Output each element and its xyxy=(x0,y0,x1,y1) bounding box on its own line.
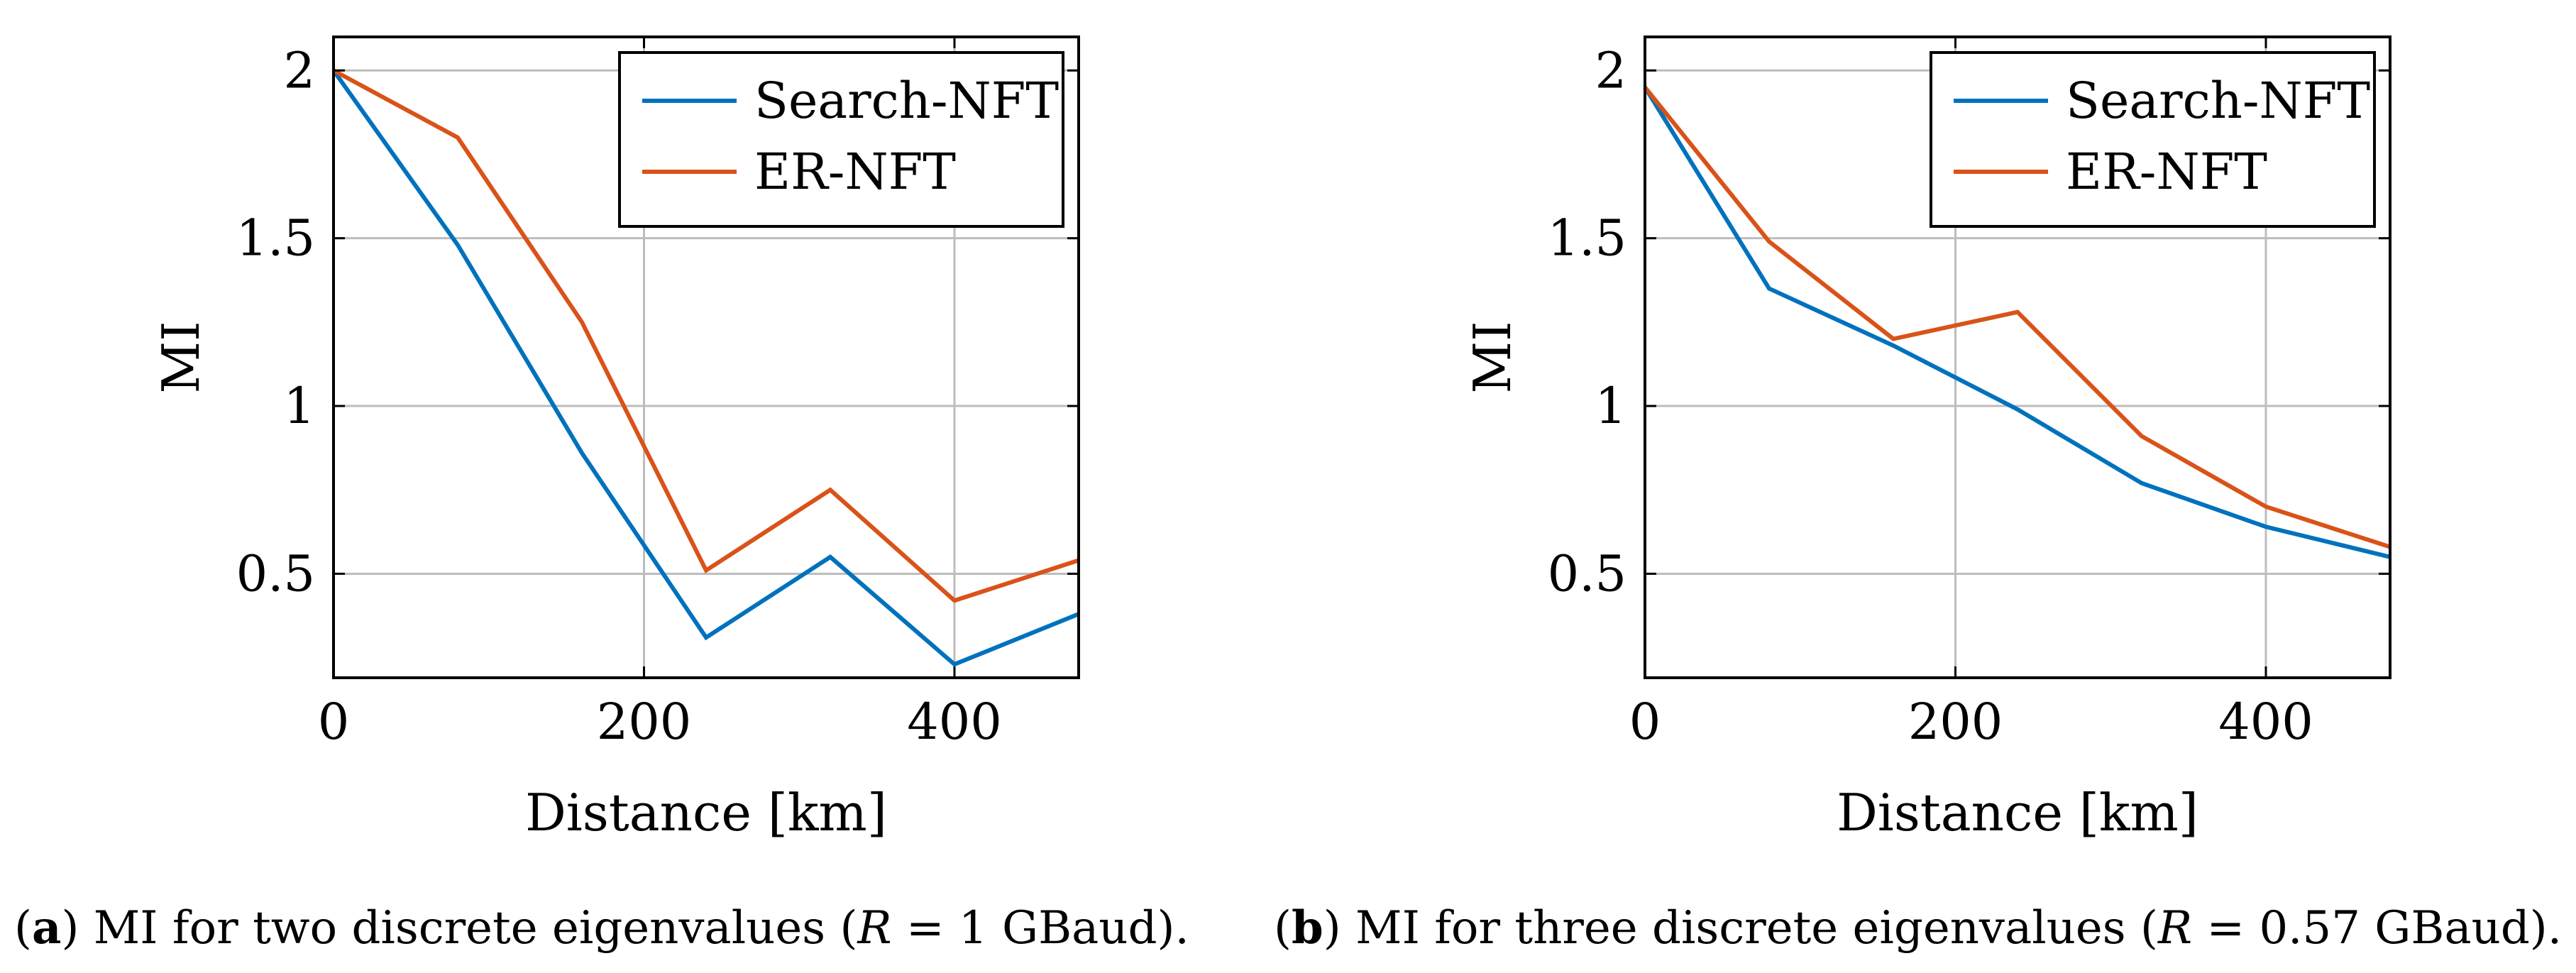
y-tick-label: 0.5 xyxy=(1548,544,1626,603)
legend-box xyxy=(1930,51,2376,228)
caption-a-label: a xyxy=(31,901,62,955)
series-line-search-nft xyxy=(331,69,1080,667)
x-axis-label: Distance [km] xyxy=(1837,783,2198,842)
x-tick-label: 400 xyxy=(2218,693,2313,751)
caption-b: (b) MI for three discrete eigenvalues (R… xyxy=(1274,901,2563,955)
legend-label-search-nft: Search-NFT xyxy=(2066,72,2370,130)
y-tick-label: 1 xyxy=(283,377,315,435)
caption-a: (a) MI for two discrete eigenvalues (R =… xyxy=(14,901,1189,955)
y-tick-label: 2 xyxy=(1595,41,1626,99)
chart-b: 0 200 400 0.5 1 1.5 2 Distance [km] MI Search-NFT… xyxy=(1463,35,2391,842)
x-tick-label: 0 xyxy=(1629,693,1661,751)
series-line-er-nft xyxy=(332,68,1079,603)
x-tick-label: 200 xyxy=(1908,693,2003,751)
axes-frame xyxy=(332,35,1080,679)
caption-b-rel: = 0.57 GBaud). xyxy=(2192,902,2563,955)
x-tick-label: 200 xyxy=(597,693,692,751)
chart-a: 0 200 400 0.5 1 1.5 2 Distance [km] MI Search-NFT… xyxy=(151,35,1080,842)
y-axis-label: MI xyxy=(151,321,211,393)
y-tick-label: 2 xyxy=(283,41,315,99)
legend-box xyxy=(618,51,1064,228)
x-tick-label: 400 xyxy=(907,693,1002,751)
x-axis-label: Distance [km] xyxy=(525,783,887,842)
y-axis-label: MI xyxy=(1463,321,1522,393)
caption-b-text: MI for three discrete eigenvalues ( xyxy=(1355,902,2158,955)
caption-a-var: R xyxy=(857,902,892,955)
caption-b-label: b xyxy=(1291,901,1323,955)
y-tick-label: 1 xyxy=(1595,377,1626,435)
axes-frame xyxy=(1644,35,2391,679)
y-tick-label: 1.5 xyxy=(236,209,315,268)
series-line-search-nft xyxy=(1643,86,2391,559)
caption-b-var: R xyxy=(2157,902,2193,955)
legend-label-search-nft: Search-NFT xyxy=(754,72,1059,130)
legend-label-er-nft: ER-NFT xyxy=(2066,143,2267,201)
y-tick-label: 1.5 xyxy=(1548,209,1626,268)
caption-a-text: MI for two discrete eigenvalues ( xyxy=(93,902,858,955)
legend-label-er-nft: ER-NFT xyxy=(754,143,956,201)
series-line-er-nft xyxy=(1643,86,2391,549)
y-tick-label: 0.5 xyxy=(236,544,315,603)
caption-a-rel: = 1 GBaud). xyxy=(891,902,1189,955)
x-tick-label: 0 xyxy=(318,693,350,751)
